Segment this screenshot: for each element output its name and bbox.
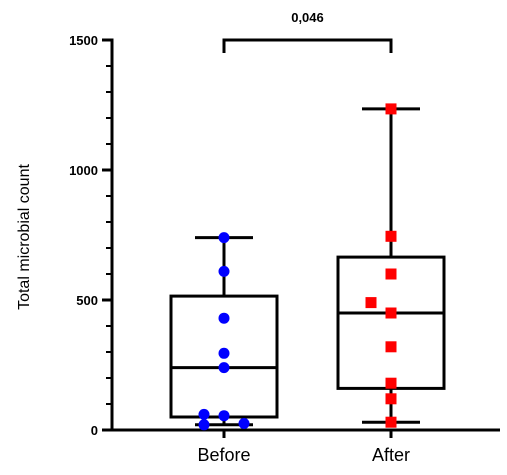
data-point-before: [238, 418, 250, 429]
x-tick-label: Before: [197, 445, 250, 465]
data-point-before: [218, 312, 230, 324]
data-point-after: [385, 307, 397, 319]
p-value-label: 0,046: [291, 10, 324, 25]
axes: 0 500 1000 1500 Total microbial count Before A…: [16, 33, 500, 465]
boxes: [169, 107, 446, 427]
y-tick-label: 500: [76, 293, 98, 308]
data-point-before: [198, 419, 210, 431]
data-point-after: [385, 393, 397, 405]
data-point-after: [365, 297, 377, 309]
y-tick-label: 0: [91, 423, 98, 438]
data-point-after: [385, 268, 397, 280]
data-point-before: [218, 362, 230, 374]
significance-bracket: [222, 38, 393, 53]
data-point-after: [385, 377, 397, 389]
data-point-after: [385, 103, 397, 115]
data-point-after: [385, 341, 397, 353]
y-tick-label: 1500: [69, 33, 98, 48]
box-after: [336, 107, 446, 424]
data-points: [198, 103, 397, 431]
data-point-before: [198, 408, 210, 420]
data-point-before: [218, 232, 230, 244]
data-point-after: [385, 230, 397, 242]
x-tick-label: After: [372, 445, 410, 465]
significance-annotation: 0,046: [222, 10, 393, 53]
data-point-after: [385, 416, 397, 428]
data-point-before: [218, 410, 230, 422]
data-point-before: [218, 347, 230, 359]
box-before: [169, 236, 279, 427]
data-point-before: [218, 265, 230, 277]
y-tick-label: 1000: [69, 163, 98, 178]
y-axis-title: Total microbial count: [16, 164, 33, 310]
